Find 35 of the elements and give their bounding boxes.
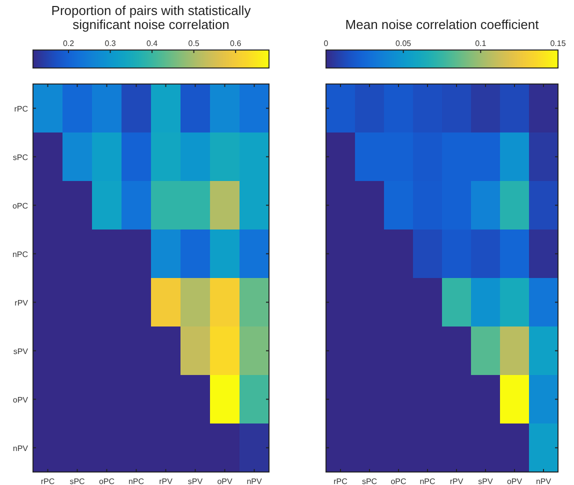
x-tick-label: nPV — [536, 477, 552, 485]
x-tick-label: rPV — [159, 477, 174, 485]
x-tick-label: oPC — [390, 477, 407, 485]
x-tick-label: sPC — [70, 477, 86, 485]
y-tick-label: oPC — [12, 201, 28, 210]
x-tick-label: nPC — [420, 477, 436, 485]
chart-title: Mean noise correlation coefficient — [345, 17, 540, 32]
color-bar-label: 0.3 — [104, 39, 116, 48]
y-tick-label: nPV — [12, 444, 29, 453]
color-bar-label: 0.1 — [475, 39, 487, 48]
color-bar-label: 0.15 — [550, 39, 566, 48]
x-tick-label: sPV — [188, 477, 204, 485]
y-tick-label: oPV — [12, 395, 29, 404]
x-tick-label: oPC — [98, 477, 115, 485]
color-bar-label: 0.6 — [230, 39, 242, 48]
y-tick-label: nPC — [12, 250, 28, 259]
x-tick-label: sPC — [362, 477, 378, 485]
color-bar-label: 0.05 — [396, 39, 412, 48]
x-tick-label: rPV — [450, 477, 464, 485]
color-bar-label: 0.5 — [188, 39, 200, 48]
y-tick-label: rPV — [14, 298, 29, 308]
color-bar-label: 0 — [324, 39, 329, 48]
color-bar-label: 0.4 — [146, 39, 158, 48]
y-tick-label: sPC — [12, 152, 28, 162]
x-tick-label: nPC — [128, 477, 144, 485]
y-tick-label: sPV — [13, 346, 29, 356]
x-tick-label: rPC — [40, 477, 55, 485]
y-tick-label: rPC — [14, 104, 28, 114]
x-tick-label: nPV — [246, 477, 262, 485]
x-tick-label: sPV — [478, 477, 494, 485]
x-tick-label: rPC — [334, 477, 348, 485]
x-tick-label: oPV — [217, 477, 233, 485]
color-bar-label: 0.2 — [62, 39, 75, 48]
x-tick-label: oPV — [506, 477, 523, 485]
chart-title: Proportion of pairs with statistically significant noise correlation — [51, 3, 252, 32]
